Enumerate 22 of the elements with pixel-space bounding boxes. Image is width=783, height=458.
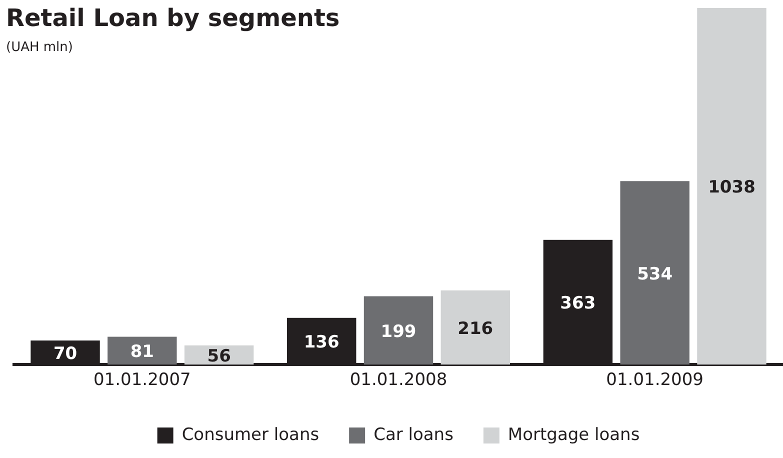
data-label: 81: [130, 342, 154, 362]
data-label: 1038: [708, 178, 756, 198]
data-label: 70: [53, 344, 78, 364]
legend-label: Car loans: [374, 424, 454, 445]
chart-title: Retail Loan by segments: [6, 4, 340, 32]
x-tick-label: 01.01.2009: [606, 370, 704, 390]
legend-label: Consumer loans: [182, 424, 320, 445]
legend-label: Mortgage loans: [508, 424, 640, 445]
data-label: 199: [380, 322, 416, 342]
bar: [364, 296, 434, 365]
data-label: 216: [458, 318, 494, 339]
bar: [108, 336, 177, 365]
bar: [440, 290, 510, 365]
bar: [697, 8, 766, 365]
data-label: 56: [207, 346, 231, 366]
data-label: 136: [304, 332, 340, 353]
data-label: 363: [560, 294, 596, 314]
data-label: 534: [637, 264, 673, 284]
bar: [620, 181, 690, 365]
text: (UAH mln): [6, 40, 73, 55]
x-tick-label: 01.01.2007: [93, 370, 191, 390]
x-tick-label: 01.01.2008: [350, 370, 448, 390]
